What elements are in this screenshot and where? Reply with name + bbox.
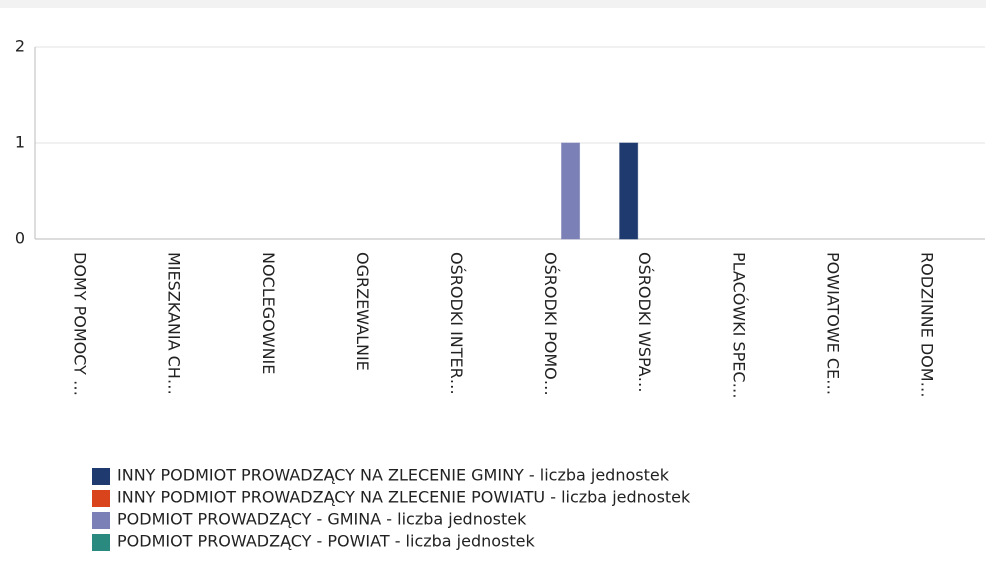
x-tick-label: OŚRODKI WSPA… xyxy=(635,252,654,393)
legend-label: INNY PODMIOT PROWADZĄCY NA ZLECENIE GMIN… xyxy=(117,466,670,485)
bar xyxy=(619,142,639,240)
x-tick-label: RODZINNE DOM… xyxy=(917,252,936,398)
x-tick-label: OGRZEWALNIE xyxy=(353,252,372,371)
legend-swatch xyxy=(92,512,110,529)
x-tick-label: DOMY POMOCY … xyxy=(71,252,90,396)
header-strip xyxy=(0,0,986,8)
x-tick-label: OŚRODKI INTER… xyxy=(447,252,466,395)
legend-swatch xyxy=(92,534,110,551)
legend-swatch xyxy=(92,490,110,507)
x-tick-label: OŚRODKI POMO… xyxy=(541,252,560,396)
y-tick-label: 2 xyxy=(15,37,25,56)
x-tick-label: PLACÓWKI SPEC… xyxy=(729,252,748,399)
x-tick-label: NOCLEGOWNIE xyxy=(259,252,278,374)
legend-swatch xyxy=(92,468,110,485)
legend-label: INNY PODMIOT PROWADZĄCY NA ZLECENIE POWI… xyxy=(117,488,691,507)
y-tick-label: 1 xyxy=(15,133,25,152)
y-tick-label: 0 xyxy=(15,229,25,248)
legend-label: PODMIOT PROWADZĄCY - GMINA - liczba jedn… xyxy=(117,510,527,529)
bar xyxy=(561,142,581,240)
legend-label: PODMIOT PROWADZĄCY - POWIAT - liczba jed… xyxy=(117,532,536,551)
x-tick-label: POWIATOWE CE… xyxy=(823,252,842,395)
x-tick-label: MIESZKANIA CH… xyxy=(165,252,184,395)
